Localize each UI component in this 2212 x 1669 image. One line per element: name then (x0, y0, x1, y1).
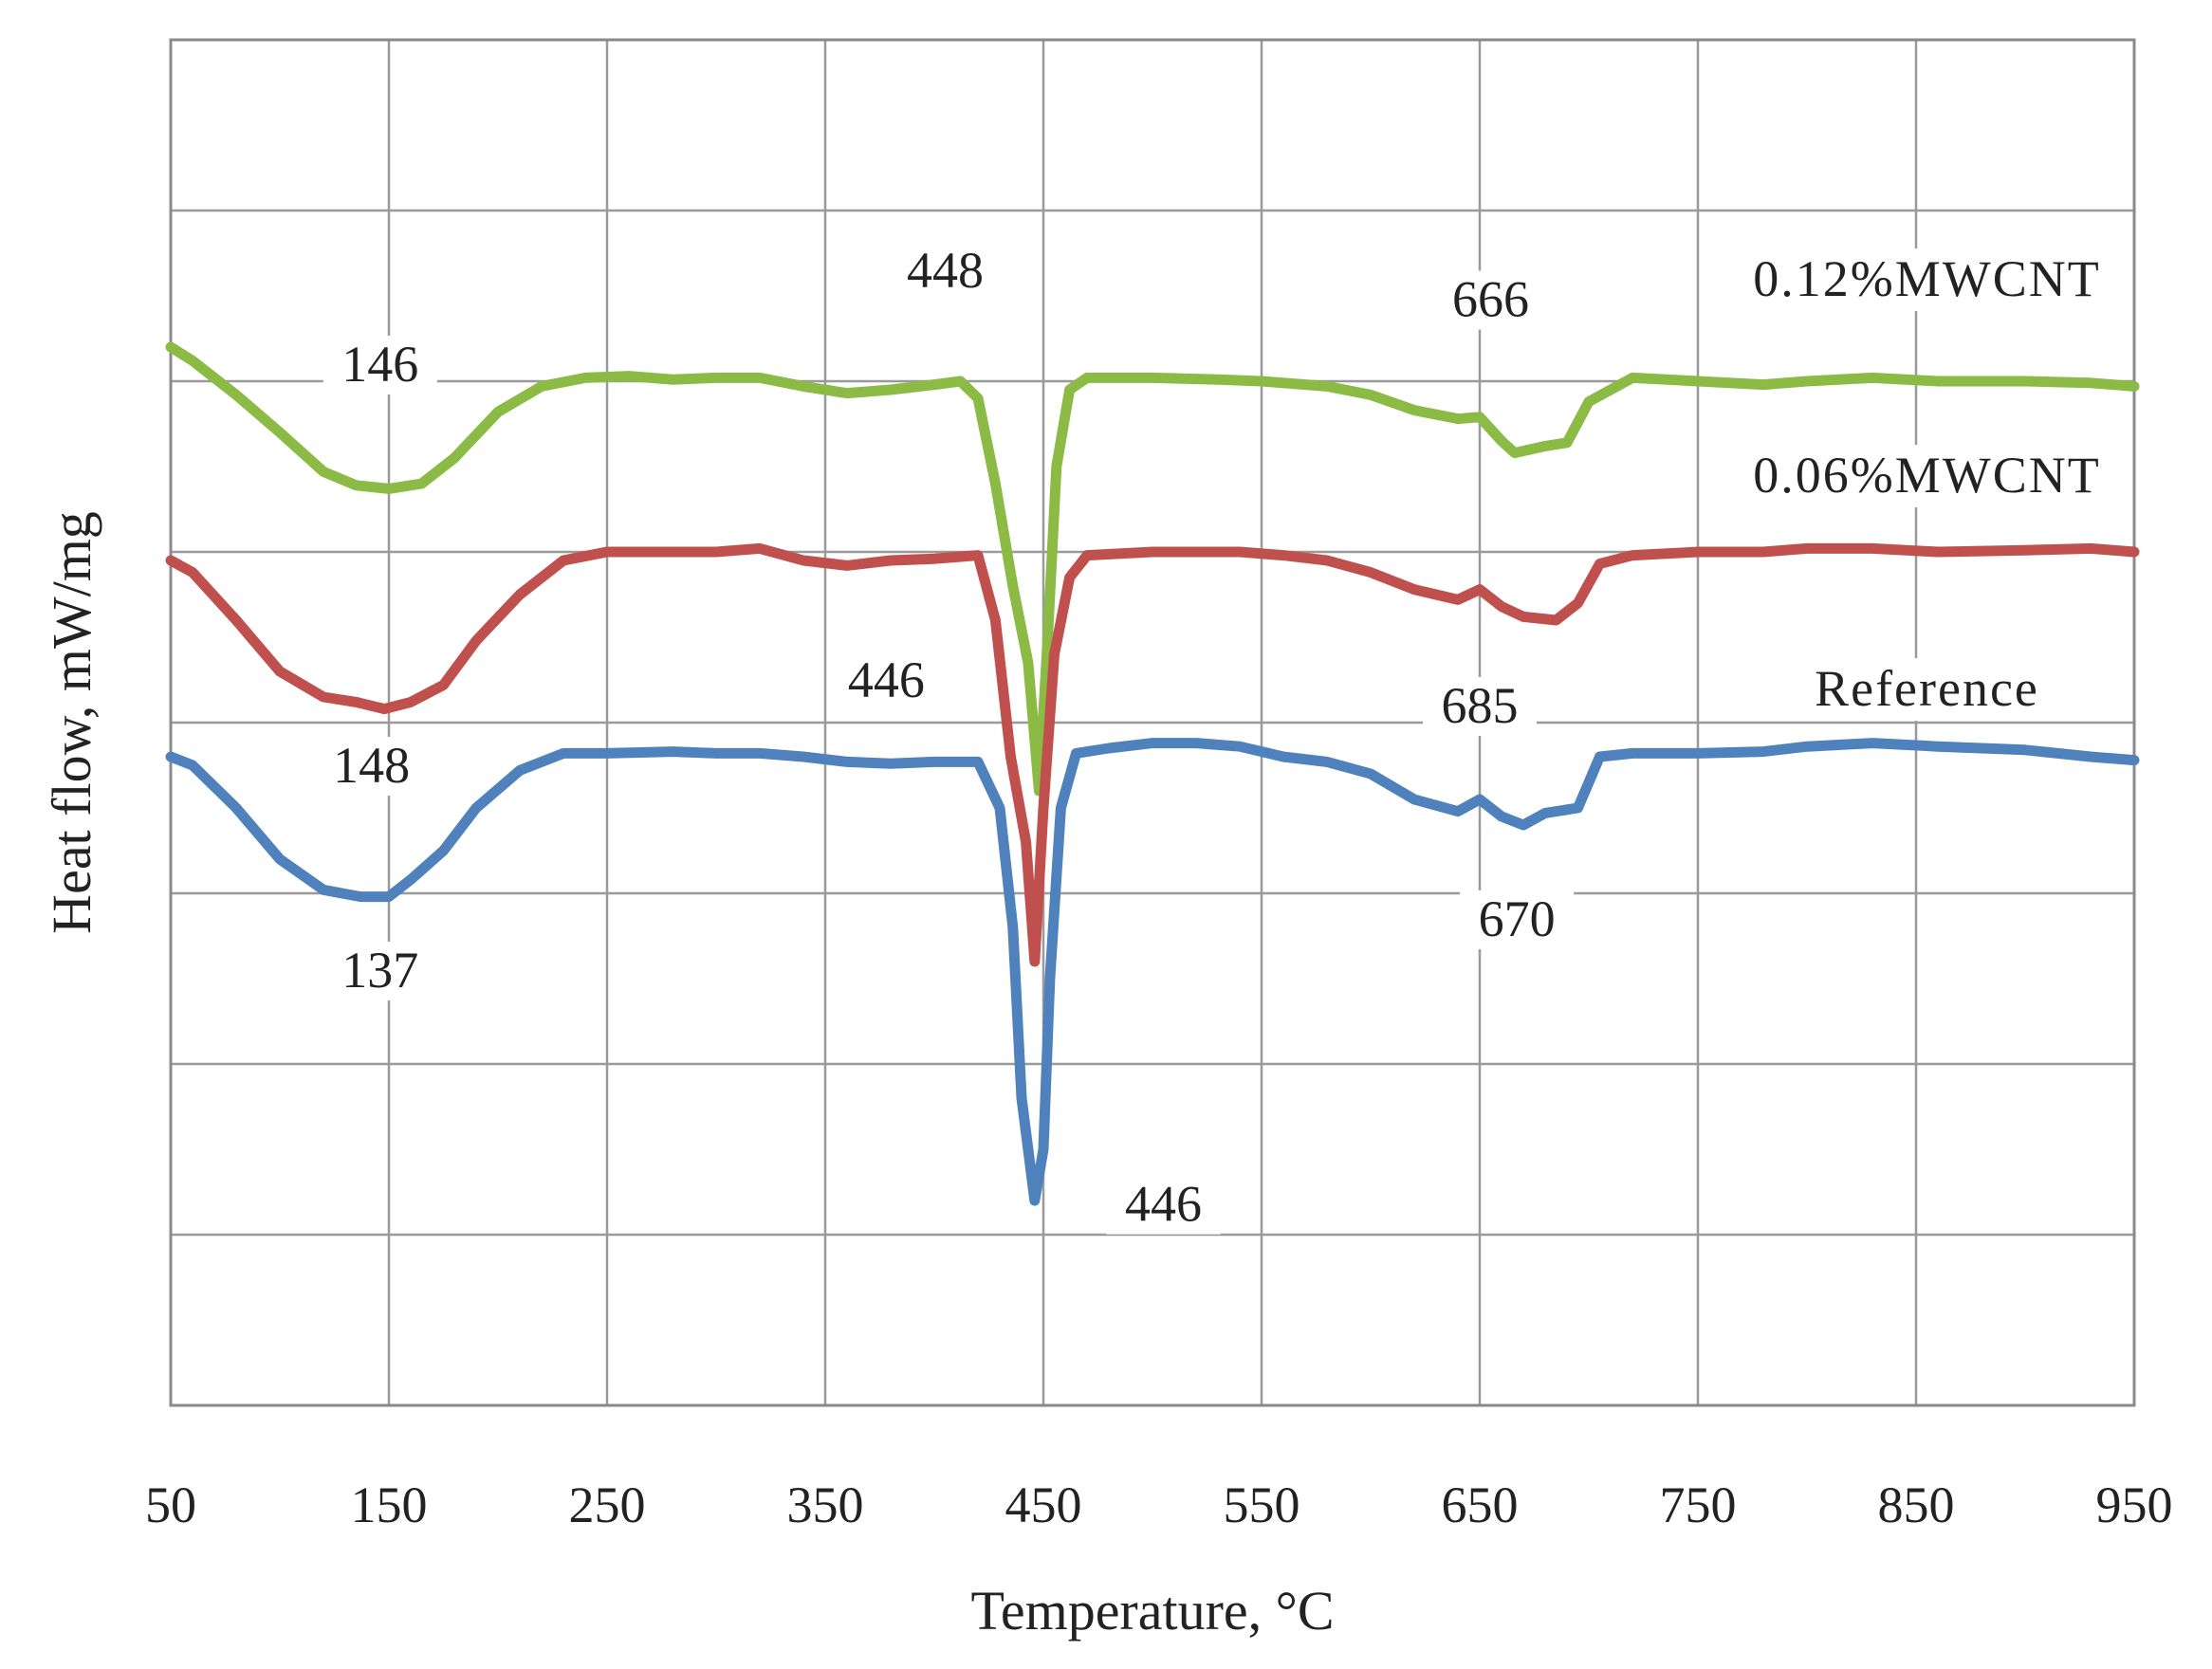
x-tick-label-5: 550 (1224, 1476, 1300, 1533)
peak-annotation-0: 146 (341, 336, 418, 393)
series-label-bg-1 (1756, 445, 2098, 507)
annotation-bg-5 (1423, 677, 1537, 736)
x-tick-label-4: 450 (1005, 1476, 1082, 1533)
y-axis-title: Heat flow, mW/mg (41, 511, 102, 934)
series-label-2: Reference (1815, 660, 2039, 717)
series-label-bg-0 (1756, 248, 2098, 311)
x-tick-label-1: 150 (351, 1476, 428, 1533)
annotation-bg-3 (314, 737, 429, 796)
series-label-bg-2 (1756, 658, 2098, 721)
series-label-0: 0.12%MWCNT (1753, 250, 2100, 307)
annotation-bg-7 (1460, 890, 1575, 949)
x-tick-label-9: 950 (2096, 1476, 2173, 1533)
peak-annotation-3: 148 (333, 737, 410, 794)
peak-annotation-6: 137 (341, 942, 418, 999)
series-lines (165, 341, 2140, 1206)
annotation-bg-6 (323, 942, 437, 1000)
series-line-1 (165, 542, 2140, 967)
plot-frame (169, 38, 2136, 1407)
series-line-0 (165, 341, 2140, 797)
peak-annotation-7: 670 (1479, 890, 1556, 947)
peak-annotation-5: 685 (1442, 677, 1519, 734)
x-tick-label-0: 50 (145, 1476, 196, 1533)
annotation-bg-4 (829, 651, 944, 710)
series-label-1: 0.06%MWCNT (1753, 447, 2100, 504)
x-tick-label-6: 650 (1442, 1476, 1519, 1533)
annotation-bg-0 (323, 336, 437, 394)
annotation-bg-2 (1433, 270, 1548, 330)
x-tick-label-3: 350 (787, 1476, 864, 1533)
x-tick-labels: 50 150 250 350 450 550 650 750 850 950 (145, 1476, 2173, 1533)
x-tick-label-2: 250 (569, 1476, 646, 1533)
peak-annotation-4: 446 (848, 651, 925, 708)
peak-annotation-1: 448 (907, 242, 984, 299)
x-axis-title: Temperature, °C (970, 1580, 1334, 1641)
series-line-2 (165, 738, 2140, 1206)
annotation-bg-8 (1106, 1175, 1221, 1235)
annotation-bg-1 (888, 242, 1003, 301)
peak-annotation-2: 666 (1452, 271, 1529, 328)
peak-annotation-8: 446 (1125, 1176, 1202, 1233)
x-tick-label-8: 850 (1878, 1476, 1955, 1533)
peak-annotations: 146 448 666 148 446 685 137 670 446 (314, 242, 1575, 1235)
series-labels: 0.12%MWCNT 0.06%MWCNT Reference (1753, 248, 2100, 721)
x-tick-label-7: 750 (1660, 1476, 1737, 1533)
